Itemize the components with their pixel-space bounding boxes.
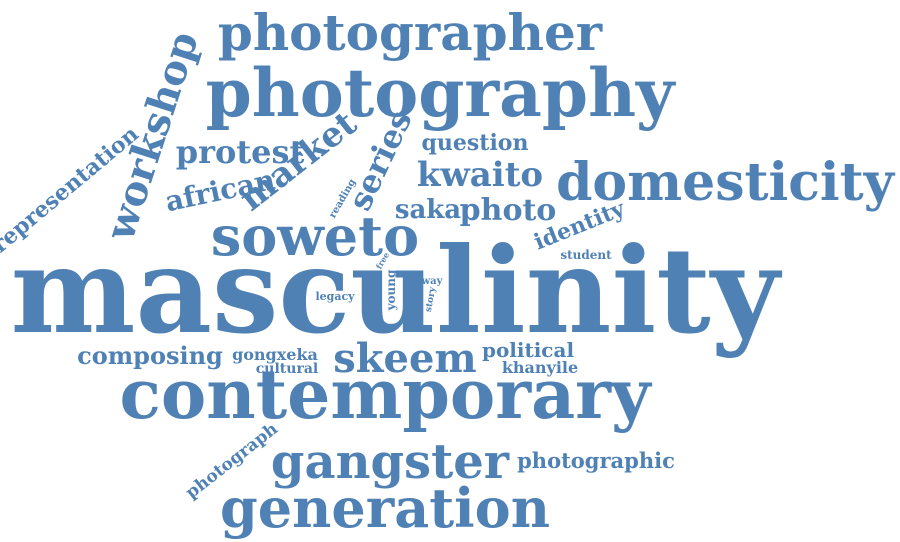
word-student: student [560,248,612,262]
word-contemporary: contemporary [120,355,653,435]
word-kwaito: kwaito [417,155,543,195]
word-photographer: photographer [218,3,603,62]
word-generation: generation [220,476,550,540]
word-political: political [482,338,574,362]
word-photography: photography [206,54,676,132]
word-saka: saka [395,195,461,225]
word-masculinity: masculinity [11,221,783,360]
word-question: question [422,130,529,156]
word-khanyile: khanyile [502,358,578,377]
word-young: young [384,269,398,311]
word-photographic: photographic [517,448,675,473]
word-soweto: soweto [211,204,419,268]
word-way: way [421,276,444,287]
word-photo: photo [460,193,557,228]
word-gangster: gangster [271,434,510,490]
word-skeem: skeem [333,335,476,382]
word-domesticity: domesticity [556,152,896,213]
word-legacy: legacy [315,290,355,303]
word-cultural: cultural [256,361,318,377]
word-story: story [424,286,438,313]
word-composing: composing [77,341,223,370]
word-gongxeka: gongxeka [232,345,318,364]
word-protest: protest [176,133,305,171]
